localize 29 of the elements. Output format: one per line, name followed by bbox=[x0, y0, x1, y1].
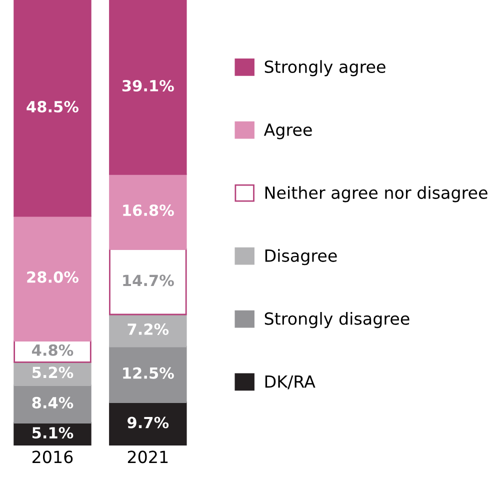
data-label: 8.4% bbox=[32, 396, 74, 408]
data-label: 7.2% bbox=[128, 323, 169, 335]
data-label: 4.8% bbox=[32, 344, 74, 356]
data-label: 14.7% bbox=[123, 274, 174, 286]
bar bbox=[109, 402, 187, 446]
bar bbox=[109, 0, 187, 175]
legend-label: Neither agree nor disagree bbox=[265, 186, 488, 202]
legend-label: DK/RA bbox=[265, 375, 316, 390]
x-tick-label: 2021 bbox=[128, 450, 168, 464]
bar bbox=[109, 346, 187, 403]
bar bbox=[109, 173, 187, 250]
data-label: 9.7% bbox=[128, 416, 169, 428]
data-label: 16.8% bbox=[123, 204, 174, 216]
x-tick-label: 2016 bbox=[32, 450, 73, 464]
data-label: 39.1% bbox=[122, 80, 174, 92]
bar bbox=[109, 314, 187, 348]
data-label: 5.2% bbox=[32, 366, 74, 378]
legend-label: Strongly agree bbox=[264, 60, 386, 76]
bar bbox=[14, 0, 92, 217]
data-label: 5.1% bbox=[32, 426, 74, 439]
data-label: 12.5% bbox=[123, 367, 174, 379]
data-label: 48.5% bbox=[26, 100, 78, 112]
legend-label: Agree bbox=[264, 124, 312, 140]
bar bbox=[14, 384, 92, 424]
data-label: 28.0% bbox=[27, 271, 78, 283]
bar bbox=[14, 215, 92, 342]
legend-label: Disagree bbox=[265, 249, 337, 266]
legend-label: Strongly disagree bbox=[264, 312, 410, 328]
bar bbox=[109, 248, 187, 316]
